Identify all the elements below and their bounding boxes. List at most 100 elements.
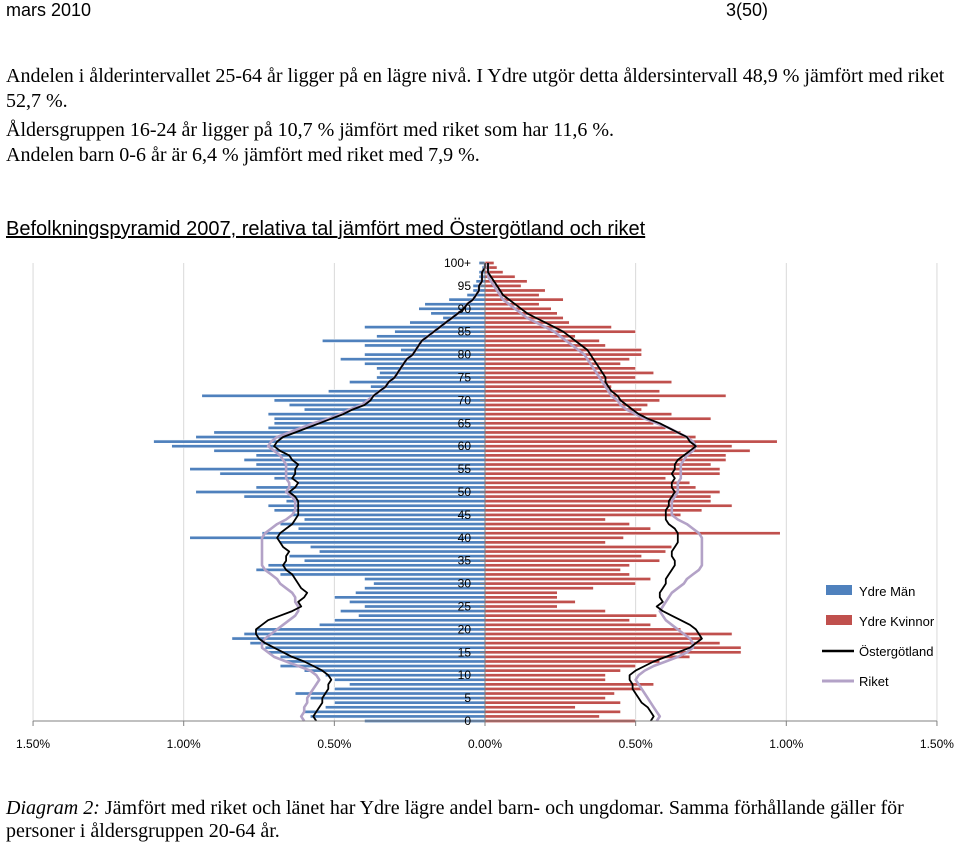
bar-men — [334, 618, 486, 623]
bar-women — [484, 380, 673, 385]
bar-women — [484, 508, 703, 513]
bar-women — [484, 691, 615, 696]
bar-men — [255, 567, 486, 572]
y-tick-label: 90 — [458, 302, 472, 316]
y-tick-label: 0 — [464, 714, 471, 728]
bar-women — [484, 366, 636, 371]
bar-men — [303, 709, 486, 714]
bar-men — [195, 435, 486, 439]
y-tick-label: 5 — [464, 691, 471, 705]
legend-label: Ydre Kvinnor — [859, 614, 935, 629]
legend-swatch — [826, 615, 852, 625]
bar-men — [318, 549, 486, 554]
bar-women — [484, 467, 721, 472]
bar-men — [279, 540, 486, 545]
bar-women — [484, 618, 630, 623]
bar-women — [484, 627, 682, 632]
population-pyramid-chart: 1.50% 1.00% 0.50% 0.00% 0.50% 1.00% 1.50% 0 5 10 1… — [16, 256, 954, 751]
bar-women — [484, 412, 673, 417]
bar-women — [484, 398, 661, 403]
bar-women — [484, 370, 655, 375]
bar-women — [484, 673, 606, 678]
y-tick-label: 50 — [458, 485, 472, 499]
bar-women — [484, 448, 751, 453]
y-tick-label: 75 — [458, 371, 472, 385]
intro-paragraph-2: Åldersgruppen 16-24 år ligger på 10,7 % … — [6, 119, 614, 141]
bar-women — [484, 709, 621, 714]
bar-men — [376, 366, 486, 371]
y-tick-label: 35 — [458, 554, 472, 568]
chart-legend: Ydre Män Ydre Kvinnor Östergötland Riket — [822, 584, 935, 689]
bar-men — [418, 306, 486, 311]
bar-women — [484, 604, 558, 609]
bar-men — [424, 302, 486, 307]
bar-men — [309, 714, 486, 719]
bar-men — [273, 416, 486, 421]
legend-label: Riket — [859, 674, 889, 689]
bar-men — [189, 467, 486, 472]
intro-paragraph-3: Andelen barn 0-6 år är 6,4 % jämfört med… — [6, 144, 480, 166]
x-tick-label: 0.50% — [317, 737, 351, 751]
bar-women — [484, 430, 682, 435]
bar-women — [484, 572, 630, 577]
bar-women — [484, 416, 712, 421]
bar-men — [288, 403, 486, 407]
bar-women — [484, 613, 658, 618]
bar-women — [484, 297, 564, 302]
bar-women — [484, 384, 612, 389]
bar-men — [279, 654, 486, 659]
bar-men — [285, 499, 486, 504]
bar-men — [285, 659, 486, 664]
bar-women — [484, 439, 778, 444]
bar-men — [189, 535, 486, 540]
header-date: mars 2010 — [6, 0, 92, 20]
bar-women — [484, 549, 667, 554]
bar-men — [288, 554, 486, 559]
bar-men — [325, 705, 486, 710]
y-tick-label: 30 — [458, 577, 472, 591]
bar-women — [484, 480, 691, 485]
bar-men — [291, 512, 486, 517]
y-tick-label: 65 — [458, 416, 472, 430]
bar-women — [484, 664, 636, 668]
y-tick-label: 100+ — [444, 256, 471, 270]
bar-women — [484, 293, 540, 298]
x-tick-label: 1.00% — [769, 737, 803, 751]
bar-women — [484, 714, 600, 719]
y-tick-label: 25 — [458, 600, 472, 614]
bar-women — [484, 535, 624, 540]
bar-men — [231, 636, 486, 641]
bar-men — [334, 700, 486, 705]
bar-women — [484, 668, 621, 673]
bar-women — [484, 636, 703, 641]
bar-men — [328, 389, 486, 394]
bar-women — [484, 522, 630, 527]
bar-women — [484, 563, 630, 568]
bar-men — [243, 457, 486, 462]
bar-men — [195, 490, 486, 494]
bar-women — [484, 503, 733, 508]
bar-men — [255, 627, 486, 632]
bar-women — [484, 526, 652, 531]
y-tick-label: 20 — [458, 622, 472, 636]
bar-men — [267, 503, 486, 508]
bar-women — [484, 389, 661, 394]
bar-men — [321, 338, 486, 343]
bar-men — [400, 348, 486, 352]
bar-women — [484, 261, 495, 265]
y-tick-label: 40 — [458, 531, 472, 545]
bar-women — [484, 677, 606, 682]
bar-men — [153, 439, 486, 444]
bar-women — [484, 577, 652, 581]
bar-men — [279, 572, 486, 577]
bar-men — [213, 430, 486, 435]
y-tick-label: 85 — [458, 325, 472, 339]
bar-men — [267, 563, 486, 568]
bar-women — [484, 595, 558, 600]
bar-women — [484, 622, 652, 627]
legend-label: Ydre Män — [859, 584, 915, 599]
bar-men — [349, 682, 486, 687]
bar-men — [273, 421, 486, 426]
bar-men — [171, 444, 486, 449]
bar-women — [484, 705, 576, 710]
